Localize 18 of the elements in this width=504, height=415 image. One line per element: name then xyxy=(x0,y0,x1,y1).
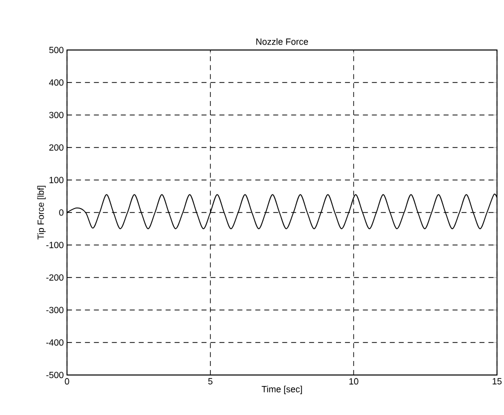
x-tick-label: 10 xyxy=(349,378,358,385)
x-axis-title: Time [sec] xyxy=(262,386,302,394)
y-tick-label: -300 xyxy=(46,306,64,314)
y-tick-label: 200 xyxy=(49,144,64,151)
x-tick-label: 5 xyxy=(208,378,212,384)
y-tick-label: 500 xyxy=(49,46,64,54)
y-tick-label: 100 xyxy=(50,176,64,184)
y-tick-label: -100 xyxy=(46,242,64,248)
chart-title: Nozzle Force xyxy=(256,38,308,45)
y-tick-label: 300 xyxy=(49,112,64,118)
y-tick-label: -500 xyxy=(46,372,64,378)
y-axis-title: Tip Force [lbf] xyxy=(37,186,46,240)
y-tick-label: -400 xyxy=(46,339,64,346)
x-tick-label: 15 xyxy=(492,378,502,384)
x-tick-label: 0 xyxy=(64,378,70,385)
y-tick-label: 400 xyxy=(49,79,64,86)
y-tick-label: 0 xyxy=(59,209,64,216)
y-tick-label: -200 xyxy=(46,274,64,281)
